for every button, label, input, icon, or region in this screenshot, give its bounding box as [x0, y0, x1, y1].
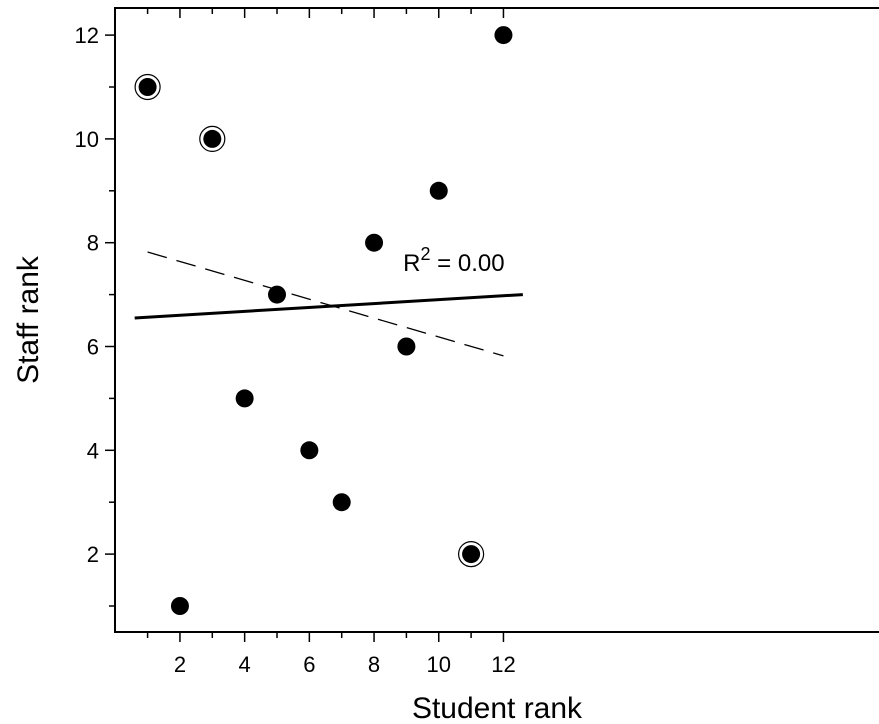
highlight-ring [458, 540, 485, 568]
y-tick-label: 2 [87, 542, 99, 567]
fit-lines [134, 251, 523, 357]
x-tick-label: 10 [427, 652, 451, 677]
x-tick-label: 2 [174, 652, 186, 677]
data-point [268, 285, 286, 304]
y-tick-label: 10 [75, 127, 99, 152]
plot-frame [114, 7, 879, 633]
y-tick-label: 4 [87, 438, 99, 463]
plot-border [114, 7, 879, 633]
data-point [365, 233, 384, 252]
x-tick-label: 4 [239, 652, 251, 677]
highlight-ring [134, 73, 161, 101]
tick-labels: 2 4 6 8 10 12 2 4 6 8 10 12 [75, 23, 516, 677]
data-point [462, 545, 481, 564]
data-point [494, 26, 513, 45]
x-tick-label: 8 [368, 652, 380, 677]
highlight-ring [199, 125, 226, 152]
r-squared-base: R [403, 250, 420, 277]
data-point [235, 389, 254, 408]
data-point [138, 78, 157, 96]
data-point [300, 441, 319, 460]
r-squared-value: = 0.00 [431, 250, 505, 277]
data-point [397, 337, 416, 356]
data-point [170, 597, 189, 615]
r-squared-superscript: 2 [421, 244, 431, 264]
data-points [134, 26, 513, 615]
x-tick-label: 6 [303, 652, 315, 677]
y-axis-label: Staff rank [12, 255, 45, 384]
solid-fit-line [134, 293, 523, 320]
data-point [332, 493, 351, 512]
y-tick-label: 6 [87, 335, 99, 360]
data-point [429, 181, 448, 200]
x-axis-label: Student rank [412, 692, 583, 724]
data-point [203, 129, 222, 148]
dashed-fit-line [147, 251, 504, 357]
axis-ticks [105, 8, 505, 642]
y-tick-label: 12 [75, 23, 99, 48]
x-tick-label: 12 [491, 652, 515, 677]
r-squared-annotation: R2 = 0.00 [403, 244, 504, 277]
y-tick-label: 8 [87, 231, 99, 256]
